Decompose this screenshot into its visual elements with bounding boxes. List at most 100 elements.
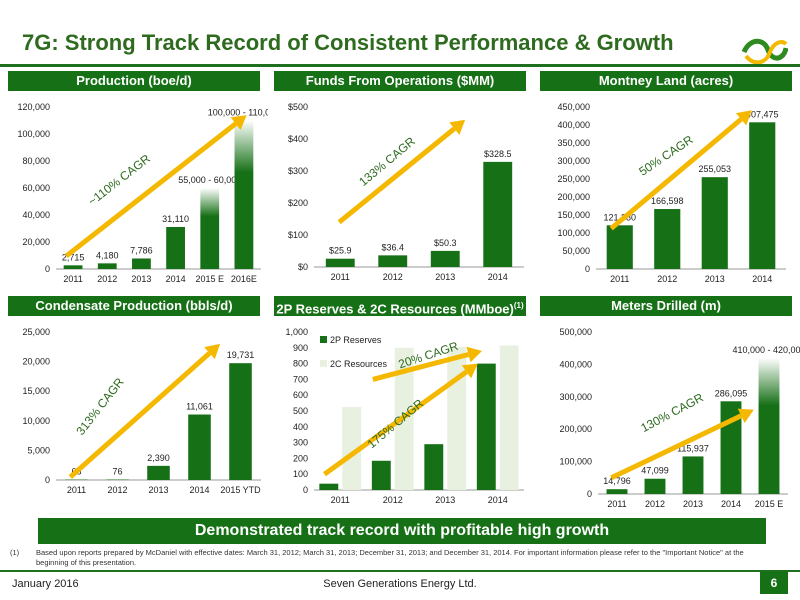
x-tick-label: 2013 [705,274,725,284]
y-tick-label: $0 [298,262,308,272]
bar [188,414,211,480]
y-tick-label: 0 [587,489,592,499]
cagr-arrow-shaft [609,117,743,231]
cagr-label: 130% CAGR [639,390,707,435]
bar-2p-reserves [476,363,496,490]
data-label: 7,786 [130,245,153,255]
x-tick-label: 2015 YTD [220,485,261,495]
y-tick-label: 20,000 [22,237,50,247]
data-label: 255,053 [698,164,731,174]
y-tick-label: 60,000 [22,183,50,193]
bar-2p-reserves [424,444,444,490]
chart-production: 0 20,000 40,000 60,000 80,000 100,000 120,000 2… [8,95,268,290]
y-tick-label: 400 [293,422,308,432]
bar [166,227,185,269]
y-tick-label: 200,000 [557,192,590,202]
bar [644,478,666,494]
data-label: $328.5 [484,149,512,159]
bar-2c-resources [447,347,467,490]
footnote-number: (1) [10,548,20,557]
cagr-label: ~110% CAGR [85,151,153,208]
legend-swatch-2p [320,336,327,343]
y-tick-label: 300,000 [557,156,590,166]
y-tick-label: 40,000 [22,210,50,220]
y-tick-label: 100,000 [557,228,590,238]
data-label: 31,110 [162,214,189,224]
y-tick-label: 500,000 [559,327,592,337]
x-tick-label: 2012 [383,495,403,505]
x-tick-label: 2012 [645,499,665,509]
data-label: $36.4 [381,242,404,252]
bar-2c-resources [342,407,362,490]
cagr-arrow-head [449,119,466,135]
y-tick-label: 300 [293,438,308,448]
x-tick-label: 2016E [231,274,257,284]
y-tick-label: 20,000 [22,357,50,367]
x-tick-label: 2014 [488,495,508,505]
y-tick-label: 400,000 [559,359,592,369]
y-tick-label: 0 [45,264,50,274]
bar-2p-reserves [319,483,339,490]
bar [97,263,117,269]
x-tick-label: 2013 [435,495,455,505]
cagr-arrow-2p-shaft [323,369,468,477]
y-tick-label: 800 [293,359,308,369]
y-tick-label: 250,000 [557,174,590,184]
bar [200,188,220,269]
title-rule [0,64,800,67]
legend-label-2c: 2C Resources [330,359,388,369]
y-tick-label: 0 [585,264,590,274]
footnote-ref: (1) [513,301,524,310]
bar [682,456,704,494]
data-label: 47,099 [641,466,669,476]
y-tick-label: $100 [288,230,308,240]
cagr-arrow-shaft [337,126,456,225]
y-tick-label: 500 [293,406,308,416]
cagr-arrow-head [735,110,752,126]
y-tick-label: 25,000 [22,327,50,337]
y-tick-label: $300 [288,166,308,176]
legend-label-2p: 2P Reserves [330,335,382,345]
bar [758,357,780,494]
y-tick-label: 450,000 [557,102,590,112]
cagr-arrow-2c-shaft [372,352,470,382]
chart-meters: 0 100,000 200,000 300,000 400,000 500,000 2011… [540,320,800,515]
bar [701,177,728,269]
y-tick-label: 600 [293,390,308,400]
y-tick-label: $200 [288,198,308,208]
y-tick-label: 200 [293,453,308,463]
x-tick-label: 2012 [107,485,127,495]
x-tick-label: 2013 [435,272,455,282]
y-tick-label: 400,000 [557,120,590,130]
cagr-arrow-head [737,408,754,424]
data-label: 11,061 [186,402,213,412]
y-tick-label: 350,000 [557,138,590,148]
cagr-arrow-head [230,115,247,131]
bar [147,465,170,480]
x-tick-label: 2014 [166,274,186,284]
y-tick-label: 120,000 [17,102,50,112]
y-tick-label: 700 [293,374,308,384]
data-label: 2,715 [62,252,85,262]
x-tick-label: 2015 E [755,499,784,509]
cagr-arrow-2p-head [461,363,478,379]
y-tick-label: 15,000 [22,386,50,396]
x-tick-label: 2014 [488,272,508,282]
y-tick-label: 0 [45,475,50,485]
y-tick-label: 900 [293,343,308,353]
bar-2p-reserves [371,460,391,490]
cagr-arrow-2c-head [466,346,482,363]
y-tick-label: 5,000 [27,445,50,455]
data-label: 2,390 [147,453,170,463]
chart-montney: 0 50,000 100,000 150,000 200,000 250,000 300,0… [540,95,800,290]
x-tick-label: 2011 [607,499,626,509]
data-label: 286,095 [715,388,748,398]
data-label: 115,937 [677,443,709,453]
y-tick-label: 100,000 [559,457,592,467]
y-tick-label: $400 [288,134,308,144]
page-number: 6 [760,572,788,594]
data-label: 100,000 - 110,000 [208,108,268,118]
panel-title-production: Production (boe/d) [8,71,260,91]
panel-title-reserves: 2P Reserves & 2C Resources (MMboe)(1) [274,296,526,316]
data-label: 121,380 [603,212,636,222]
